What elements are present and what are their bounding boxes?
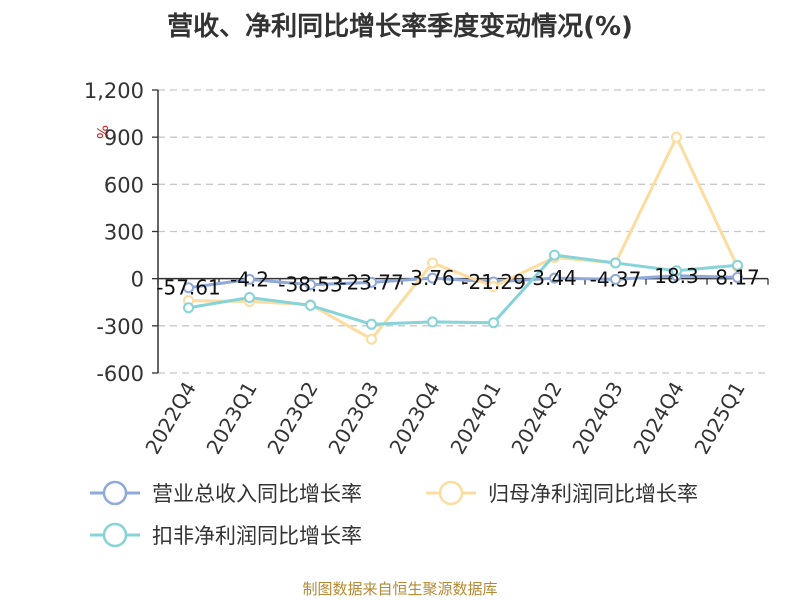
data-label: -4.37 xyxy=(590,267,642,291)
series-point-2 xyxy=(610,257,621,269)
source-note: 制图数据来自恒生聚源数据库 xyxy=(302,580,498,598)
series-point-1 xyxy=(427,257,438,269)
x-tick-label: 2024Q1 xyxy=(445,378,505,459)
x-tick-label: 2023Q1 xyxy=(201,378,261,459)
y-tick-label: -600 xyxy=(96,362,144,386)
series-line-2 xyxy=(188,253,738,326)
x-tick-label: 2023Q2 xyxy=(262,378,322,459)
y-tick-label: 900 xyxy=(104,126,144,150)
series-point-0 xyxy=(427,272,438,284)
x-tick-label: 2023Q4 xyxy=(384,378,444,459)
series-point-1 xyxy=(671,131,682,143)
series-point-0 xyxy=(549,272,560,284)
grid-lines xyxy=(158,89,768,374)
series-point-2 xyxy=(427,316,438,328)
series-point-0 xyxy=(244,273,255,285)
x-tick-label: 2024Q2 xyxy=(506,378,566,459)
legend-label: 营业总收入同比增长率 xyxy=(152,482,362,506)
series-point-2 xyxy=(732,259,743,271)
y-axis-unit: % xyxy=(93,125,111,139)
series-point-0 xyxy=(732,271,743,283)
data-label: 3.44 xyxy=(532,266,577,290)
series-point-2 xyxy=(671,265,682,277)
legend-label: 归母净利润同比增长率 xyxy=(488,482,698,506)
data-label: -21.29 xyxy=(461,270,525,294)
legend-swatch-marker xyxy=(102,480,128,506)
y-tick-label: 600 xyxy=(104,173,144,197)
data-label: 18.3 xyxy=(654,264,699,288)
legend-label: 扣非净利润同比增长率 xyxy=(152,524,362,548)
x-tick-label: 2024Q3 xyxy=(567,378,627,459)
data-label: 8.17 xyxy=(715,265,760,289)
series-point-2 xyxy=(305,299,316,311)
series-point-2 xyxy=(488,317,499,329)
data-label: -4.2 xyxy=(230,267,269,291)
series-point-2 xyxy=(244,292,255,304)
data-label: 3.76 xyxy=(410,266,455,290)
y-tick-label: -300 xyxy=(96,315,144,339)
data-label: -57.61 xyxy=(156,276,220,300)
y-tick-label: 0 xyxy=(131,268,144,292)
series-point-2 xyxy=(366,318,377,330)
series-point-0 xyxy=(610,273,621,285)
series-point-1 xyxy=(488,281,499,293)
x-tick-label: 2022Q4 xyxy=(140,378,200,459)
y-tick-label: 1,200 xyxy=(84,79,144,103)
legend-swatch-marker xyxy=(102,522,128,548)
series-point-2 xyxy=(549,249,560,261)
series-point-0 xyxy=(366,276,377,288)
data-label: -23.77 xyxy=(339,270,403,294)
y-tick-label: 300 xyxy=(104,221,144,245)
series-line-0 xyxy=(188,274,738,290)
series-line-1 xyxy=(188,135,739,341)
series-point-2 xyxy=(183,302,194,314)
x-tick-label: 2025Q1 xyxy=(689,378,749,459)
series-lines xyxy=(183,131,743,345)
series-point-0 xyxy=(183,282,194,294)
legend-swatch-marker xyxy=(438,480,464,506)
series-point-1 xyxy=(366,333,377,345)
series-point-0 xyxy=(305,279,316,291)
chart-title: 营收、净利同比增长率季度变动情况(%) xyxy=(167,12,633,42)
data-labels: -57.61 -4.2 -38.53-23.77 3.76 -21.29 3.44 -4.3… xyxy=(156,264,760,300)
data-label: -38.53 xyxy=(278,273,342,297)
x-tick-label: 2024Q4 xyxy=(628,378,688,459)
x-tick-label: 2023Q3 xyxy=(323,378,383,459)
